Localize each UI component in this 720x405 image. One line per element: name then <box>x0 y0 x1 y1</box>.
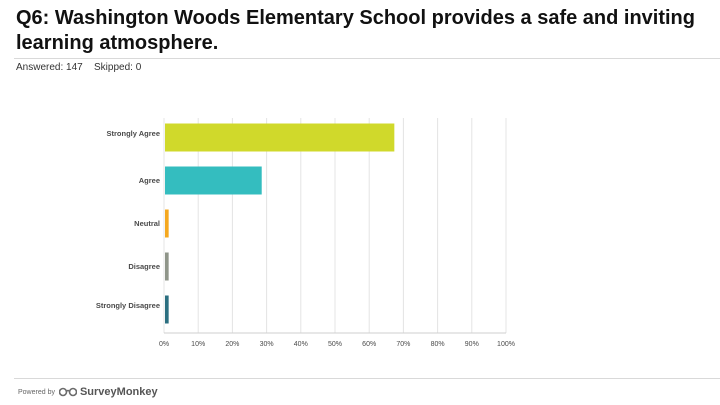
bar-agree <box>165 166 262 195</box>
x-tick-label: 30% <box>259 341 274 348</box>
category-label: Neutral <box>134 219 160 228</box>
category-label: Strongly Disagree <box>95 300 160 310</box>
category-label: Disagree <box>128 262 160 271</box>
x-tick-label: 40% <box>293 341 308 348</box>
bar-strongly-agree <box>165 123 395 152</box>
footer-divider <box>14 378 720 379</box>
x-tick-label: 10% <box>191 341 206 348</box>
x-tick-label: 0% <box>158 341 170 348</box>
surveymonkey-logo-icon <box>58 387 77 397</box>
category-label: Strongly Agree <box>106 128 160 138</box>
bar-strongly-disagree <box>165 295 169 324</box>
x-tick-label: 80% <box>430 341 445 348</box>
x-tick-label: 20% <box>225 341 240 348</box>
bar-neutral <box>165 209 169 238</box>
powered-by-text: Powered by <box>18 388 55 396</box>
question-title: Q6: Washington Woods Elementary School p… <box>16 7 695 54</box>
title-divider <box>14 58 720 59</box>
category-label: Agree <box>138 176 160 185</box>
x-tick-label: 50% <box>327 341 343 348</box>
x-tick-label: 60% <box>362 341 377 348</box>
bar-disagree <box>165 252 169 281</box>
skipped-count: Skipped: 0 <box>94 62 142 73</box>
brand-name: SurveyMonkey <box>79 386 158 398</box>
answered-count: Answered: 147 <box>16 62 83 73</box>
footer: Powered by SurveyMonkey <box>18 386 158 398</box>
x-tick-label: 90% <box>464 341 479 348</box>
x-tick-label: 100% <box>497 341 515 348</box>
x-tick-label: 70% <box>396 341 411 348</box>
